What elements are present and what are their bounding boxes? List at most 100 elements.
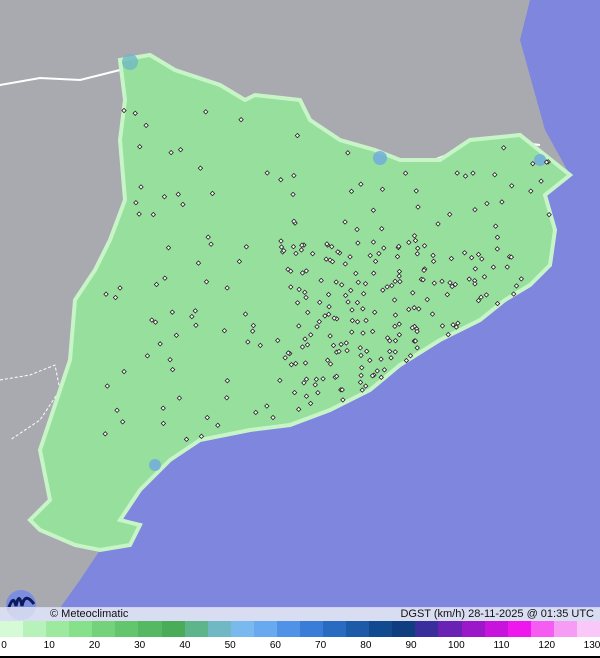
station-marker[interactable]: [224, 285, 230, 291]
station-marker[interactable]: [348, 188, 355, 195]
station-marker[interactable]: [461, 250, 468, 256]
station-marker[interactable]: [264, 170, 270, 176]
station-marker[interactable]: [396, 332, 403, 338]
station-marker[interactable]: [293, 360, 299, 367]
station-marker[interactable]: [330, 342, 337, 349]
station-marker[interactable]: [355, 279, 361, 285]
station-marker[interactable]: [313, 376, 320, 383]
station-marker[interactable]: [379, 186, 386, 192]
station-marker[interactable]: [317, 299, 323, 306]
station-marker[interactable]: [249, 328, 256, 334]
station-marker[interactable]: [224, 395, 230, 401]
station-marker[interactable]: [369, 328, 376, 335]
station-marker[interactable]: [357, 379, 364, 386]
station-marker[interactable]: [364, 348, 370, 354]
station-marker[interactable]: [478, 294, 484, 300]
station-marker[interactable]: [119, 419, 126, 425]
station-marker[interactable]: [391, 297, 398, 303]
station-marker[interactable]: [353, 270, 359, 277]
station-marker[interactable]: [309, 250, 316, 257]
station-marker[interactable]: [510, 291, 517, 297]
station-marker[interactable]: [455, 320, 461, 326]
station-marker[interactable]: [224, 378, 231, 384]
station-marker[interactable]: [403, 357, 410, 364]
station-marker[interactable]: [336, 348, 342, 355]
station-marker[interactable]: [302, 289, 308, 295]
station-marker[interactable]: [421, 243, 428, 249]
station-marker[interactable]: [372, 258, 379, 265]
station-marker[interactable]: [345, 150, 351, 156]
station-marker[interactable]: [349, 317, 356, 324]
station-marker[interactable]: [413, 188, 419, 194]
station-marker[interactable]: [409, 325, 415, 331]
station-marker[interactable]: [416, 306, 422, 312]
station-marker[interactable]: [324, 357, 331, 363]
station-marker[interactable]: [372, 309, 378, 315]
station-marker[interactable]: [198, 433, 205, 440]
station-marker[interactable]: [444, 291, 451, 298]
station-marker[interactable]: [396, 273, 402, 279]
station-marker[interactable]: [103, 291, 109, 297]
station-marker[interactable]: [282, 355, 288, 361]
station-marker[interactable]: [173, 332, 180, 338]
station-marker[interactable]: [355, 240, 361, 246]
station-marker[interactable]: [347, 254, 353, 260]
station-marker[interactable]: [312, 382, 318, 388]
station-marker[interactable]: [450, 322, 456, 328]
station-marker[interactable]: [303, 268, 310, 274]
station-marker[interactable]: [331, 315, 337, 321]
station-marker[interactable]: [304, 342, 311, 348]
station-marker[interactable]: [175, 191, 181, 198]
station-marker[interactable]: [307, 400, 314, 407]
station-marker[interactable]: [189, 313, 195, 320]
station-marker[interactable]: [168, 149, 174, 156]
station-marker[interactable]: [329, 258, 336, 265]
station-marker[interactable]: [407, 353, 414, 359]
station-marker[interactable]: [288, 268, 294, 274]
station-marker[interactable]: [380, 287, 386, 293]
station-marker[interactable]: [345, 299, 351, 305]
station-marker[interactable]: [453, 324, 460, 330]
station-marker[interactable]: [369, 373, 376, 379]
station-marker[interactable]: [430, 252, 436, 259]
station-marker[interactable]: [431, 280, 437, 286]
station-marker[interactable]: [322, 313, 328, 319]
station-marker[interactable]: [468, 255, 475, 261]
station-marker[interactable]: [299, 344, 306, 350]
station-marker[interactable]: [160, 420, 167, 427]
station-marker[interactable]: [472, 206, 478, 213]
station-marker[interactable]: [278, 177, 284, 183]
station-marker[interactable]: [494, 246, 501, 252]
station-marker[interactable]: [439, 278, 445, 285]
station-marker[interactable]: [144, 353, 151, 359]
station-marker[interactable]: [363, 317, 369, 324]
station-marker[interactable]: [290, 191, 296, 198]
station-marker[interactable]: [490, 264, 497, 270]
station-marker[interactable]: [243, 244, 250, 250]
station-marker[interactable]: [169, 366, 176, 373]
station-marker[interactable]: [354, 299, 361, 306]
station-marker[interactable]: [195, 260, 202, 266]
station-marker[interactable]: [340, 397, 346, 403]
station-marker[interactable]: [412, 338, 419, 344]
station-marker[interactable]: [208, 241, 214, 247]
station-marker[interactable]: [472, 281, 478, 287]
station-marker[interactable]: [494, 234, 501, 240]
station-marker[interactable]: [481, 274, 488, 280]
station-marker[interactable]: [285, 350, 291, 356]
station-marker[interactable]: [378, 374, 384, 381]
station-marker[interactable]: [177, 147, 184, 153]
station-marker[interactable]: [132, 110, 138, 116]
station-marker[interactable]: [288, 284, 294, 290]
station-marker[interactable]: [475, 251, 482, 258]
station-marker[interactable]: [421, 267, 427, 274]
station-marker[interactable]: [396, 268, 403, 275]
station-marker[interactable]: [152, 319, 159, 325]
station-marker[interactable]: [370, 270, 377, 276]
station-marker[interactable]: [530, 160, 536, 167]
station-marker[interactable]: [528, 188, 534, 194]
station-marker[interactable]: [253, 409, 259, 416]
station-marker[interactable]: [348, 287, 354, 294]
station-marker[interactable]: [325, 291, 332, 298]
station-marker[interactable]: [275, 337, 281, 344]
